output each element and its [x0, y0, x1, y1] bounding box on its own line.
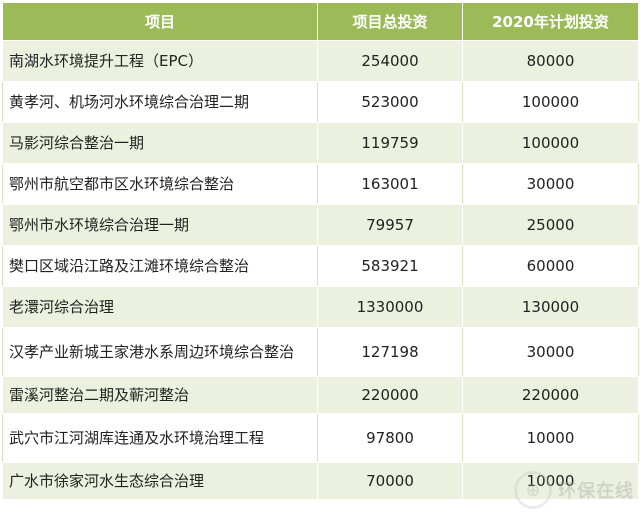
total-investment: 220000 [317, 376, 463, 414]
plan-investment: 130000 [462, 286, 639, 328]
project-name: 樊口区域沿江路及江滩环境综合整治 [2, 245, 318, 287]
investment-table: 项目 项目总投资 2020年计划投资 南湖水环境提升工程（EPC） 254000… [2, 2, 639, 500]
plan-investment: 100000 [462, 81, 639, 123]
project-name: 老澴河综合治理 [2, 286, 318, 328]
total-investment: 127198 [317, 327, 463, 377]
project-name: 鄂州市水环境综合治理一期 [2, 204, 318, 246]
project-name: 汉孝产业新城王家港水系周边环境综合整治 [2, 327, 318, 377]
table-row: 南湖水环境提升工程（EPC） 254000 80000 [2, 40, 639, 82]
watermark: ⊕ 环保在线 [514, 471, 634, 509]
plan-investment: 220000 [462, 376, 639, 414]
total-investment: 119759 [317, 122, 463, 164]
project-name: 黄孝河、机场河水环境综合治理二期 [2, 81, 318, 123]
plan-investment: 25000 [462, 204, 639, 246]
total-investment: 97800 [317, 413, 463, 463]
header-2020-plan: 2020年计划投资 [462, 2, 639, 41]
table-row: 黄孝河、机场河水环境综合治理二期 523000 100000 [2, 81, 639, 123]
table-row: 老澴河综合治理 1330000 130000 [2, 286, 639, 328]
table-row: 广水市徐家河水生态综合治理 70000 10000 [2, 462, 639, 500]
logo-icon: ⊕ [514, 471, 552, 509]
table-row: 樊口区域沿江路及江滩环境综合整治 583921 60000 [2, 245, 639, 287]
table-row: 鄂州市航空都市区水环境综合整治 163001 30000 [2, 163, 639, 205]
total-investment: 70000 [317, 462, 463, 500]
table-row: 武穴市江河湖库连通及水环境治理工程 97800 10000 [2, 413, 639, 463]
watermark-text: 环保在线 [558, 481, 634, 502]
header-total-investment: 项目总投资 [317, 2, 463, 41]
plan-investment: 30000 [462, 327, 639, 377]
plan-investment: 80000 [462, 40, 639, 82]
total-investment: 163001 [317, 163, 463, 205]
header-project: 项目 [2, 2, 318, 41]
plan-investment: 60000 [462, 245, 639, 287]
project-name: 南湖水环境提升工程（EPC） [2, 40, 318, 82]
total-investment: 583921 [317, 245, 463, 287]
total-investment: 1330000 [317, 286, 463, 328]
table-row: 汉孝产业新城王家港水系周边环境综合整治 127198 30000 [2, 327, 639, 377]
project-name: 广水市徐家河水生态综合治理 [2, 462, 318, 500]
project-name: 马影河综合整治一期 [2, 122, 318, 164]
table-row: 马影河综合整治一期 119759 100000 [2, 122, 639, 164]
table-header-row: 项目 项目总投资 2020年计划投资 [2, 2, 639, 41]
plan-investment: 30000 [462, 163, 639, 205]
table-row: 雷溪河整治二期及蕲河整治 220000 220000 [2, 376, 639, 414]
plan-investment: 10000 [462, 413, 639, 463]
table-row: 鄂州市水环境综合治理一期 79957 25000 [2, 204, 639, 246]
total-investment: 79957 [317, 204, 463, 246]
project-name: 雷溪河整治二期及蕲河整治 [2, 376, 318, 414]
project-name: 武穴市江河湖库连通及水环境治理工程 [2, 413, 318, 463]
project-name: 鄂州市航空都市区水环境综合整治 [2, 163, 318, 205]
total-investment: 523000 [317, 81, 463, 123]
total-investment: 254000 [317, 40, 463, 82]
plan-investment: 100000 [462, 122, 639, 164]
